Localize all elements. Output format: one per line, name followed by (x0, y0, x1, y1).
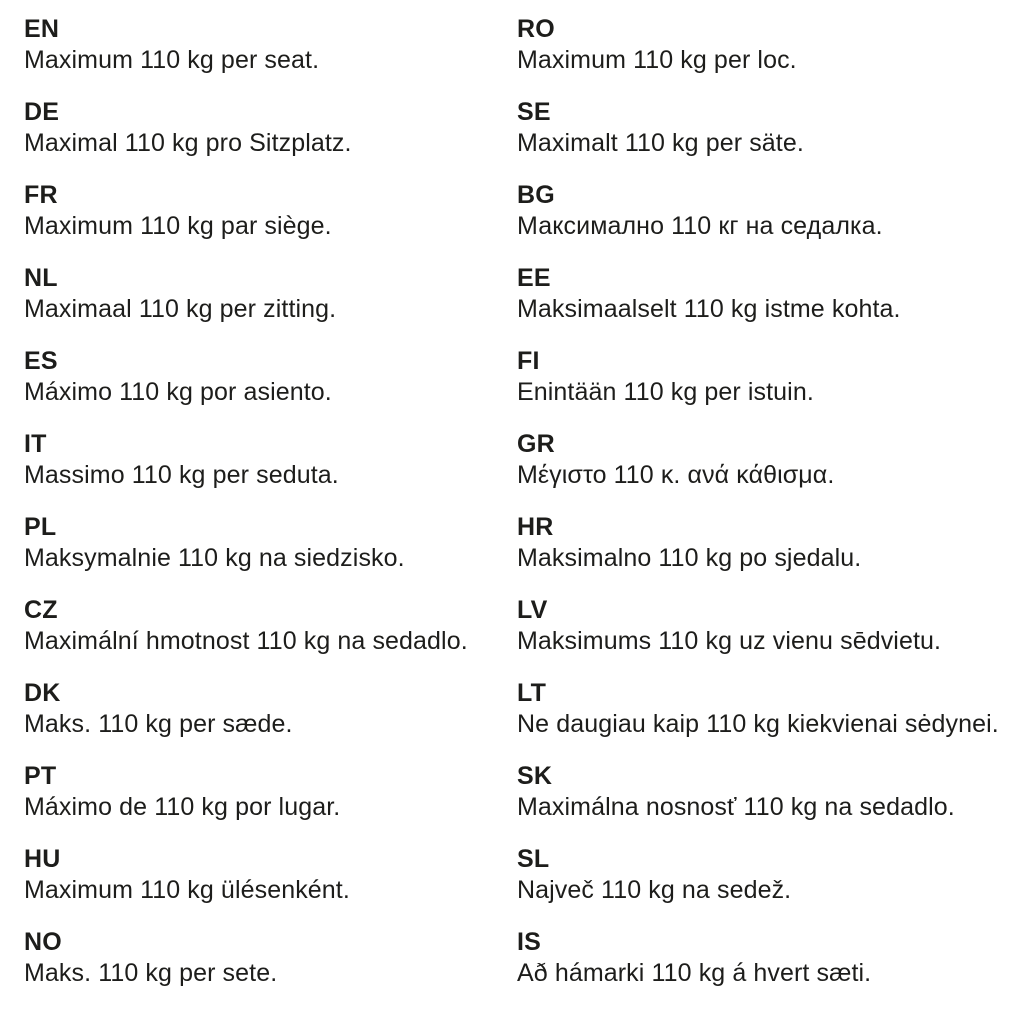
language-text: Maksimaalselt 110 kg istme kohta. (517, 295, 901, 323)
language-code: HU (24, 845, 61, 873)
language-entry: CZ Maximální hmotnost 110 kg na sedadlo. (24, 595, 517, 657)
language-code: EE (517, 264, 551, 292)
language-text: Maximalt 110 kg per säte. (517, 129, 804, 157)
language-code: IT (24, 430, 47, 458)
language-entry: FI Enintään 110 kg per istuin. (517, 346, 1024, 408)
language-entry: IT Massimo 110 kg per seduta. (24, 429, 517, 491)
language-text: Að hámarki 110 kg á hvert sæti. (517, 959, 872, 987)
language-entry: DE Maximal 110 kg pro Sitzplatz. (24, 97, 517, 159)
language-code: BG (517, 181, 555, 209)
translations-column-left: EN Maximum 110 kg per seat. DE Maximal 1… (24, 14, 517, 1024)
language-code: IS (517, 928, 542, 956)
language-entry: IS Að hámarki 110 kg á hvert sæti. (517, 927, 1024, 989)
language-text: Maximum 110 kg per loc. (517, 46, 797, 74)
language-entry: ES Máximo 110 kg por asiento. (24, 346, 517, 408)
language-code: FR (24, 181, 58, 209)
language-code: HR (517, 513, 554, 541)
language-code: PL (24, 513, 57, 541)
language-entry: LV Maksimums 110 kg uz vienu sēdvietu. (517, 595, 1024, 657)
language-text: Maximální hmotnost 110 kg na sedadlo. (24, 627, 468, 655)
language-code: PT (24, 762, 57, 790)
language-text: Maximum 110 kg ülésenként. (24, 876, 350, 904)
language-text: Maximaal 110 kg per zitting. (24, 295, 337, 323)
language-text: Máximo de 110 kg por lugar. (24, 793, 341, 821)
language-text: Maks. 110 kg per sete. (24, 959, 278, 987)
language-entry: HR Maksimalno 110 kg po sjedalu. (517, 512, 1024, 574)
language-text: Največ 110 kg na sedež. (517, 876, 792, 904)
language-text: Maximum 110 kg per seat. (24, 46, 320, 74)
language-code: DE (24, 98, 60, 126)
language-code: EN (24, 15, 60, 43)
language-code: GR (517, 430, 555, 458)
language-code: ES (24, 347, 58, 375)
language-entry: BG Максимално 110 кг на седалка. (517, 180, 1024, 242)
language-text: Maximal 110 kg pro Sitzplatz. (24, 129, 352, 157)
language-entry: SL Največ 110 kg na sedež. (517, 844, 1024, 906)
language-code: RO (517, 15, 555, 43)
language-entry: SE Maximalt 110 kg per säte. (517, 97, 1024, 159)
language-text: Μέγιστο 110 κ. ανά κάθισμα. (517, 461, 835, 489)
language-code: LT (517, 679, 547, 707)
language-code: NL (24, 264, 58, 292)
language-entry: DK Maks. 110 kg per sæde. (24, 678, 517, 740)
language-text: Massimo 110 kg per seduta. (24, 461, 339, 489)
language-text: Enintään 110 kg per istuin. (517, 378, 814, 406)
language-text: Maximum 110 kg par siège. (24, 212, 332, 240)
language-code: FI (517, 347, 540, 375)
language-entry: NO Maks. 110 kg per sete. (24, 927, 517, 989)
language-text: Máximo 110 kg por asiento. (24, 378, 332, 406)
language-code: SK (517, 762, 553, 790)
language-entry: SK Maximálna nosnosť 110 kg na sedadlo. (517, 761, 1024, 823)
language-code: DK (24, 679, 61, 707)
language-text: Maks. 110 kg per sæde. (24, 710, 293, 738)
language-entry: HU Maximum 110 kg ülésenként. (24, 844, 517, 906)
language-entry: GR Μέγιστο 110 κ. ανά κάθισμα. (517, 429, 1024, 491)
language-text: Максимално 110 кг на седалка. (517, 212, 883, 240)
language-entry: EN Maximum 110 kg per seat. (24, 14, 517, 76)
language-entry: PT Máximo de 110 kg por lugar. (24, 761, 517, 823)
language-entry: RO Maximum 110 kg per loc. (517, 14, 1024, 76)
language-entry: EE Maksimaalselt 110 kg istme kohta. (517, 263, 1024, 325)
language-entry: NL Maximaal 110 kg per zitting. (24, 263, 517, 325)
language-code: SE (517, 98, 551, 126)
language-text: Maksimums 110 kg uz vienu sēdvietu. (517, 627, 942, 655)
language-entry: LT Ne daugiau kaip 110 kg kiekvienai sėd… (517, 678, 1024, 740)
translations-column-right: RO Maximum 110 kg per loc. SE Maximalt 1… (517, 14, 1024, 1024)
language-code: SL (517, 845, 550, 873)
language-text: Maximálna nosnosť 110 kg na sedadlo. (517, 793, 955, 821)
language-code: NO (24, 928, 62, 956)
language-code: LV (517, 596, 548, 624)
language-entry: PL Maksymalnie 110 kg na siedzisko. (24, 512, 517, 574)
language-text: Ne daugiau kaip 110 kg kiekvienai sėdyne… (517, 710, 999, 738)
language-entry: FR Maximum 110 kg par siège. (24, 180, 517, 242)
language-text: Maksymalnie 110 kg na siedzisko. (24, 544, 405, 572)
language-text: Maksimalno 110 kg po sjedalu. (517, 544, 862, 572)
language-code: CZ (24, 596, 58, 624)
